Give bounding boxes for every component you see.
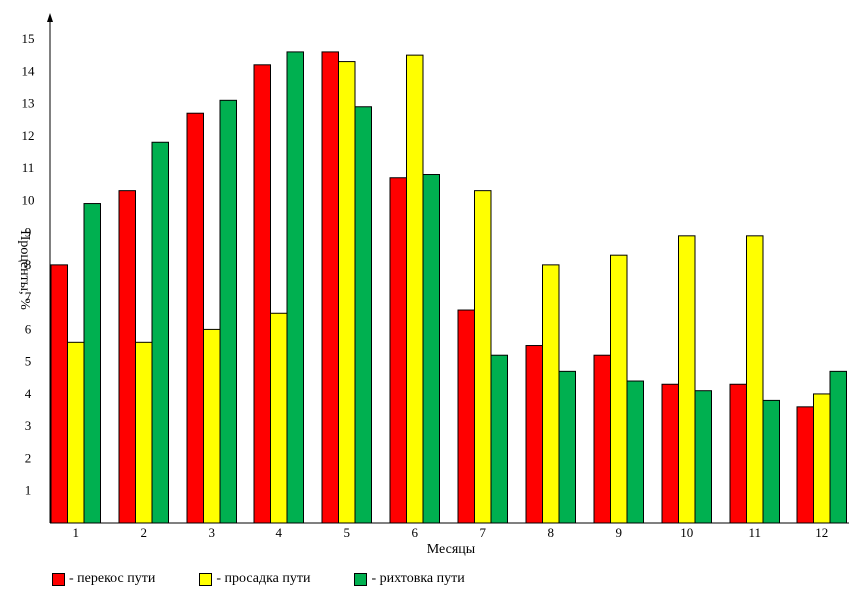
- bar-1-12: [796, 406, 814, 524]
- bar-1-6: [389, 177, 407, 524]
- legend-item-1: - перекос пути: [52, 571, 155, 587]
- bar-2-1: [67, 341, 85, 524]
- bar-2-2: [135, 341, 153, 524]
- legend-swatch: [199, 572, 213, 586]
- y-axis-title: Проценты, %: [17, 230, 32, 310]
- bar-2-8: [542, 264, 560, 524]
- legend-item-2: - просадка пути: [199, 571, 310, 587]
- x-tick-label: 11: [748, 525, 761, 540]
- x-tick-label: 1: [73, 525, 80, 540]
- bar-3-5: [354, 106, 372, 524]
- y-tick-label: 7: [25, 289, 32, 304]
- bar-2-5: [338, 61, 356, 524]
- x-tick-label: 12: [815, 525, 828, 540]
- legend-label: - просадка пути: [216, 571, 311, 586]
- y-tick-label: 5: [25, 354, 32, 369]
- legend-swatch: [354, 572, 368, 586]
- bar-1-8: [525, 345, 543, 524]
- y-tick-label: 13: [22, 96, 35, 111]
- bar-2-3: [203, 328, 221, 524]
- x-tick-label: 6: [412, 525, 419, 540]
- bar-3-10: [694, 390, 712, 524]
- bar-1-4: [253, 64, 271, 524]
- bar-3-6: [422, 174, 440, 524]
- bar-2-6: [406, 54, 424, 524]
- bar-3-3: [219, 99, 237, 524]
- y-tick-label: 4: [25, 386, 32, 401]
- y-tick-label: 15: [22, 31, 35, 46]
- x-axis-title: Месяцы: [427, 542, 476, 557]
- bar-3-1: [83, 203, 101, 524]
- x-tick-label: 4: [276, 525, 283, 540]
- bar-1-1: [50, 264, 68, 524]
- x-tick-label: 5: [344, 525, 351, 540]
- bar-3-9: [626, 380, 644, 524]
- x-tick-label: 8: [548, 525, 555, 540]
- y-tick-label: 11: [22, 160, 35, 175]
- bar-3-8: [558, 370, 576, 524]
- bar-3-12: [829, 370, 847, 524]
- bar-2-7: [474, 190, 492, 524]
- bar-1-5: [321, 51, 339, 524]
- bars-layer: [50, 51, 847, 524]
- legend-label: - рихтовка пути: [371, 571, 465, 586]
- bar-2-11: [746, 235, 764, 524]
- bar-1-10: [661, 383, 679, 524]
- bar-2-10: [678, 235, 696, 524]
- legend-swatch: [52, 572, 65, 586]
- y-axis-arrow-icon: [47, 13, 53, 22]
- bar-1-3: [186, 112, 204, 524]
- bar-2-4: [270, 312, 288, 524]
- y-tick-label: 9: [25, 225, 32, 240]
- y-tick-label: 10: [22, 192, 35, 207]
- bar-1-2: [118, 190, 136, 524]
- x-tick-label: 2: [141, 525, 148, 540]
- x-tick-label: 9: [616, 525, 623, 540]
- axes-layer: [47, 13, 849, 524]
- bar-2-9: [610, 254, 628, 524]
- legend-label: - перекос пути: [69, 571, 156, 586]
- legend: - перекос пути - просадка пути - рихтовка …: [52, 571, 509, 587]
- y-tick-label: 14: [22, 63, 36, 78]
- y-tick-label: 1: [25, 483, 32, 498]
- x-tick-label: 10: [680, 525, 693, 540]
- bar-2-12: [813, 393, 831, 524]
- legend-item-3: - рихтовка пути: [354, 571, 465, 587]
- bar-3-11: [762, 399, 780, 524]
- bar-1-7: [457, 309, 475, 524]
- y-tick-label: 8: [25, 257, 32, 272]
- x-tick-label: 7: [480, 525, 487, 540]
- bar-3-7: [490, 354, 508, 524]
- x-tick-label: 3: [209, 525, 216, 540]
- y-tick-label: 12: [22, 128, 35, 143]
- y-tick-label: 6: [25, 321, 32, 336]
- y-tick-label: 3: [25, 418, 32, 433]
- bar-1-11: [729, 383, 747, 524]
- bar-1-9: [593, 354, 611, 524]
- bar-3-2: [151, 141, 169, 524]
- bar-3-4: [286, 51, 304, 524]
- y-tick-label: 2: [25, 450, 32, 465]
